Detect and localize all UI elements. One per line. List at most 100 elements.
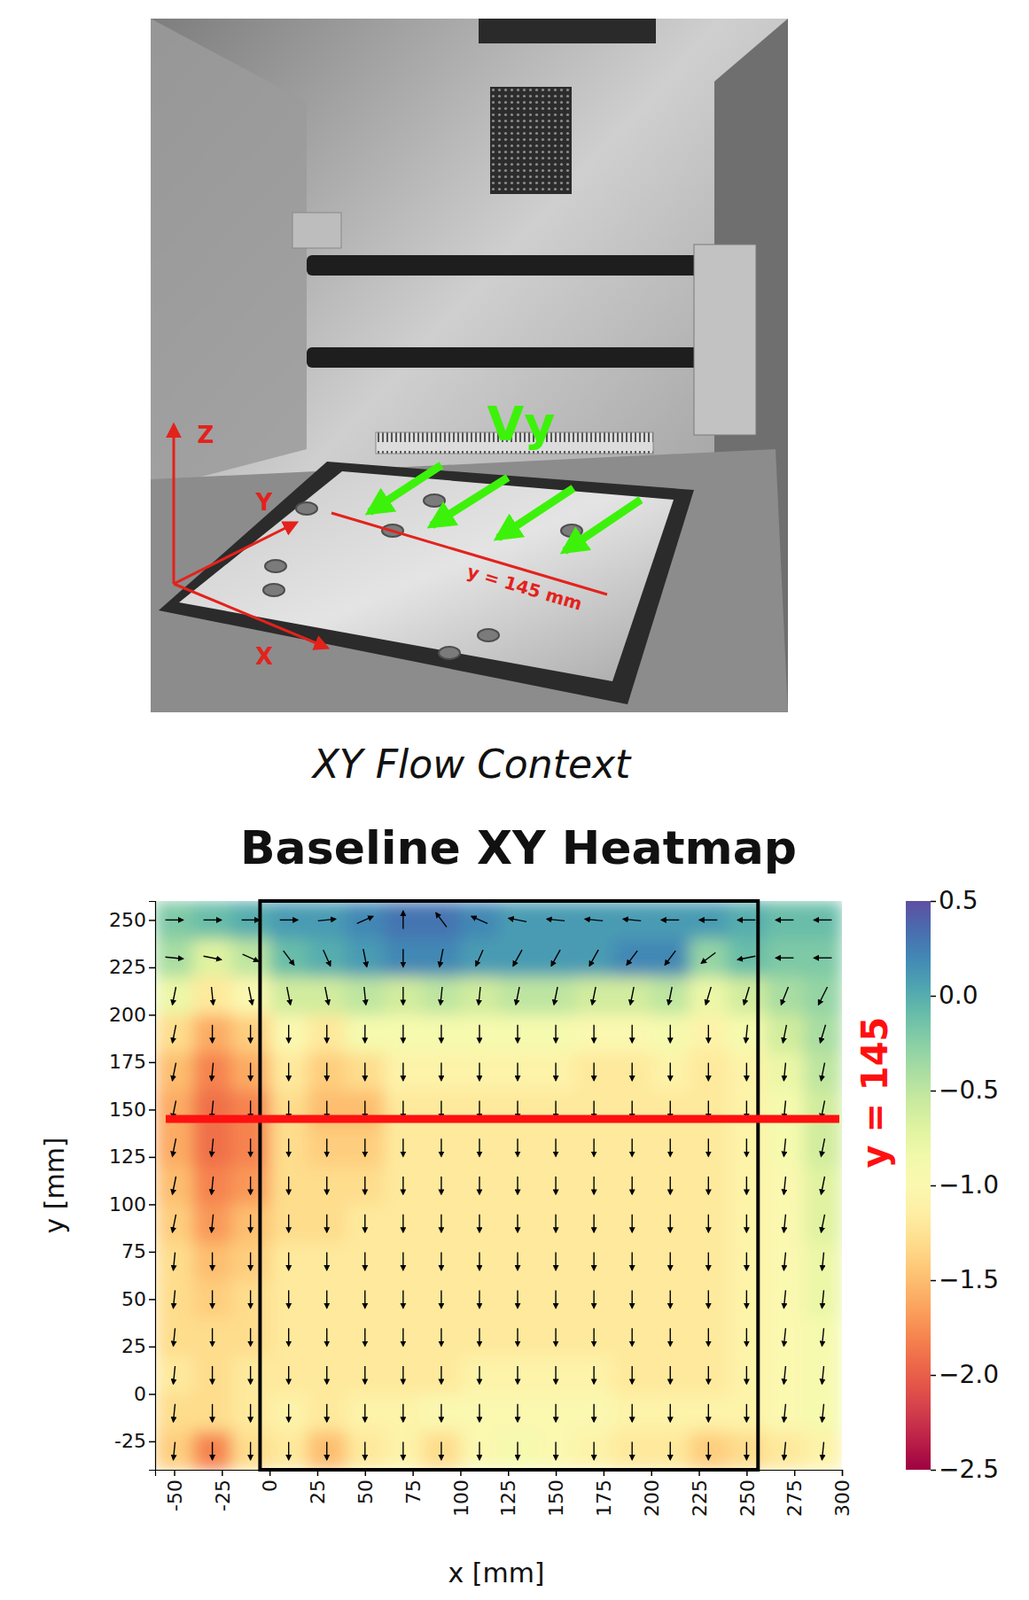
tick: 125 <box>497 1470 520 1518</box>
photo-label: y = 145 mm <box>464 561 585 616</box>
vector-arrow <box>241 919 260 921</box>
vector-arrow <box>631 1366 632 1385</box>
heat-cell <box>803 901 842 940</box>
vector-arrow <box>364 987 367 1006</box>
vector-arrow <box>818 987 827 1006</box>
heat-cell <box>269 901 309 940</box>
heat-cell <box>498 977 538 1016</box>
heat-cell <box>498 1318 538 1357</box>
heat-cell <box>155 1052 195 1092</box>
tick-label: 75 <box>402 1480 425 1505</box>
vector-arrow <box>402 1442 404 1461</box>
tick-label: -50 <box>163 1480 187 1513</box>
vector-arrow <box>705 987 711 1006</box>
heat-cell <box>765 1167 805 1206</box>
heat-cell <box>765 1242 805 1281</box>
vector-arrow <box>516 1138 518 1157</box>
heat-cell <box>155 901 195 940</box>
heat-cell <box>613 1280 653 1319</box>
flow-arrow <box>564 499 641 552</box>
bracket <box>693 244 757 436</box>
tick-mark <box>148 1394 156 1396</box>
vector-arrow <box>516 1442 518 1461</box>
heat-cell <box>193 977 233 1016</box>
heat-cell <box>155 1280 195 1319</box>
figure: ZYXVyy = 145 mmXY Flow ContextBaseline X… <box>0 0 1029 1600</box>
heat-cell <box>651 1204 691 1243</box>
vector-arrow <box>516 1025 518 1044</box>
vector-arrow <box>592 1138 594 1157</box>
heat-cell <box>231 1356 271 1396</box>
heat-cell <box>231 1394 271 1433</box>
tick-label: 100 <box>109 1193 147 1217</box>
vector-arrow <box>326 1063 328 1082</box>
heat-cell <box>651 901 691 940</box>
tick-mark <box>794 1470 796 1477</box>
vector-arrow <box>249 1177 251 1195</box>
heat-cell <box>383 1432 423 1471</box>
heat-cell <box>193 1091 233 1130</box>
heat-cell <box>231 1318 271 1357</box>
vector-arrow <box>746 1215 748 1233</box>
vector-arrow <box>440 1215 442 1233</box>
tick-mark <box>930 996 936 998</box>
heat-cell <box>498 1280 538 1319</box>
vector-arrow <box>631 1253 632 1271</box>
vector-arrow <box>661 919 679 921</box>
heat-cell <box>421 1242 461 1281</box>
vector-arrow <box>364 1290 366 1309</box>
vector-arrow <box>783 1366 786 1385</box>
vector-arrow <box>478 1290 480 1309</box>
heat-cell <box>613 901 653 940</box>
heat-cell <box>575 1242 615 1281</box>
vector-arrow <box>821 1328 824 1347</box>
plate-hole <box>263 584 285 597</box>
heat-cell <box>727 1129 767 1168</box>
tick: 0.5 <box>930 886 979 916</box>
vector-arrow <box>631 1215 632 1233</box>
heat-cell <box>345 977 385 1016</box>
heat-cell <box>155 977 195 1016</box>
vector-arrow <box>554 1063 556 1082</box>
heat-cell <box>231 1204 271 1243</box>
tick-mark <box>365 1470 367 1477</box>
vector-arrow <box>249 1366 251 1385</box>
heat-cell <box>537 1091 577 1130</box>
axis-line <box>155 1471 843 1478</box>
vector-arrow <box>288 1404 289 1423</box>
heat-cell <box>498 901 538 940</box>
vector-arrow <box>670 1253 671 1271</box>
heat-cell <box>498 1242 538 1281</box>
vector-arrow <box>402 911 404 929</box>
tick-mark <box>148 1252 156 1255</box>
vector-arrow <box>746 1366 748 1385</box>
vector-arrow <box>516 1328 518 1347</box>
plate-hole <box>438 647 460 660</box>
heat-cell <box>765 1014 805 1053</box>
axis-line <box>148 902 156 1472</box>
flow-arrow <box>431 477 508 526</box>
vector-arrow <box>249 1138 251 1157</box>
heat-cell <box>193 1280 233 1319</box>
axis-arrow <box>173 522 297 585</box>
vector-arrow <box>323 950 331 967</box>
vector-arrow <box>746 1253 748 1271</box>
heat-cell <box>803 1394 842 1433</box>
heat-cell <box>727 939 767 978</box>
heat-cell <box>383 1091 423 1130</box>
vector-arrow <box>478 1025 480 1044</box>
vector-arrow <box>746 1328 748 1347</box>
plate-hole <box>423 494 445 507</box>
heat-cell <box>651 1318 691 1357</box>
heat-cell <box>651 1052 691 1092</box>
heat-cell <box>727 1318 767 1357</box>
vector-arrow <box>592 1253 594 1271</box>
vector-arrow <box>821 1290 824 1309</box>
vector-arrow <box>820 1177 825 1195</box>
heat-cell <box>575 1280 615 1319</box>
vector-arrow <box>478 1253 480 1271</box>
heat-cell <box>498 1356 538 1396</box>
heat-cell <box>803 1432 842 1471</box>
heat-cell <box>155 1242 195 1281</box>
vector-arrow <box>440 1253 442 1271</box>
